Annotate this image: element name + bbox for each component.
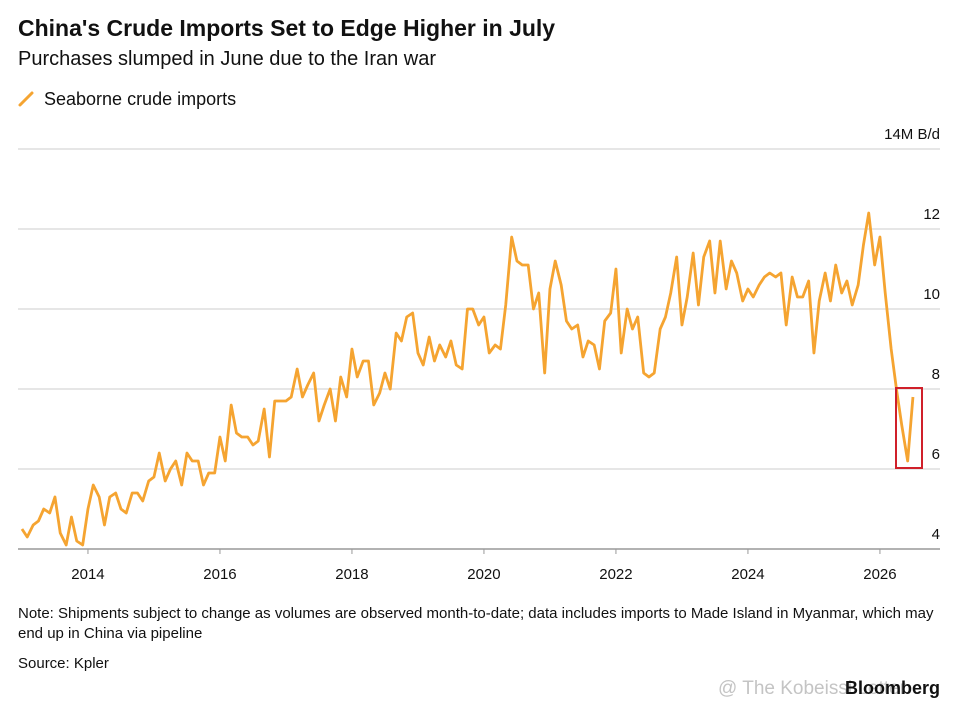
plot-area: 4 6 8 10 12 14M B/d 2014 2016 2018 2020 2022 2024 20… [18,126,940,583]
watermark: @ The Kobeissi Letter [718,678,907,699]
x-tick-label: 2016 [203,566,236,583]
y-tick-label: 10 [923,286,940,303]
legend: Seaborne crude imports [18,89,236,109]
note: Note: Shipments subject to change as vol… [18,605,934,642]
x-tick-label: 2024 [731,566,764,583]
y-tick-label: 6 [932,446,940,463]
x-tick-label: 2022 [599,566,632,583]
highlight-box [895,387,923,469]
x-tick-label: 2020 [467,566,500,583]
x-tick-label: 2018 [335,566,368,583]
line [20,211,915,547]
chart-title: China's Crude Imports Set to Edge Higher… [18,15,555,41]
x-tick-label: 2026 [863,566,896,583]
chart-subtitle: Purchases slumped in June due to the Ira… [18,48,436,70]
legend-label: Seaborne crude imports [44,89,236,109]
y-tick-label: 14M B/d [884,126,940,143]
y-tick-label: 4 [932,526,940,543]
y-tick-label: 8 [932,366,940,383]
note-box: Note: Shipments subject to change as vol… [18,605,934,642]
brand: Bloomberg [845,678,940,698]
y-tick-label: 12 [923,206,940,223]
legend-swatch [18,91,34,107]
x-tick-label: 2014 [71,566,104,583]
source: Source: Kpler [18,655,109,672]
